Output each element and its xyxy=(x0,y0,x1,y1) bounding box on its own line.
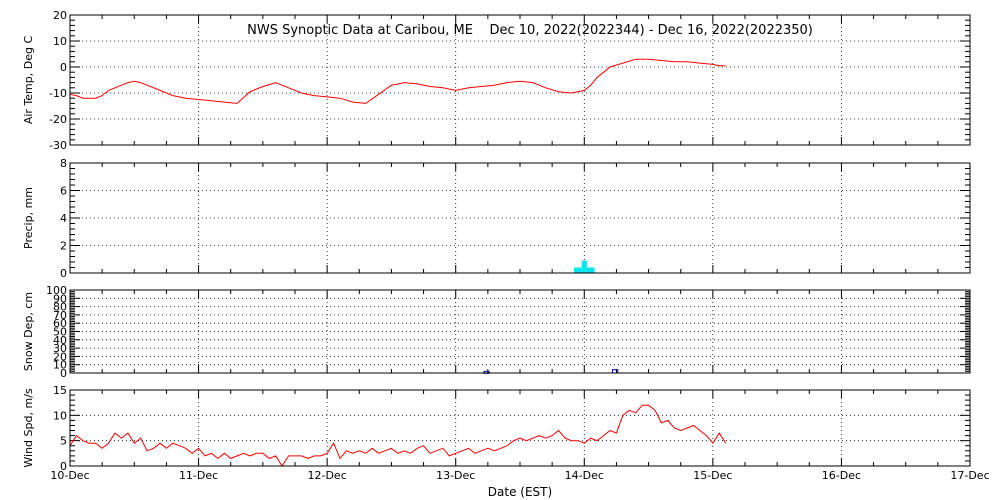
x-tick-label: 11-Dec xyxy=(179,469,218,482)
y-tick-label: 0 xyxy=(60,267,67,280)
bar xyxy=(586,267,595,273)
bar xyxy=(574,267,582,273)
y-tick-label: 4 xyxy=(60,212,67,225)
x-tick-labels: 10-Dec 11-Dec 12-Dec 13-Dec 14-Dec 15-Dec 16-D… xyxy=(50,469,989,482)
y-tick-label: 60 xyxy=(53,317,67,330)
y-tick-label: 20 xyxy=(53,9,67,22)
y-tick-label: 10 xyxy=(53,359,67,372)
y-tick-label: 30 xyxy=(53,342,67,355)
panel-frame xyxy=(69,162,971,274)
y-tick-label: 20 xyxy=(53,350,67,363)
y-axis-label: Air Temp, Deg C xyxy=(22,36,35,125)
y-tick-label: 2 xyxy=(60,240,67,253)
x-tick-label: 17-Dec xyxy=(950,469,989,482)
y-tick-label: 15 xyxy=(53,384,67,397)
y-tick-label: -10 xyxy=(49,87,67,100)
y-tick-label: 0 xyxy=(60,367,67,380)
y-axis-label: Precip, mm xyxy=(22,187,35,249)
x-axis-label: Date (EST) xyxy=(488,485,552,499)
bar xyxy=(581,260,587,273)
series-line xyxy=(69,404,727,467)
y-tick-label: 10 xyxy=(53,409,67,422)
y-tick-label: 50 xyxy=(53,326,67,339)
y-tick-label: -20 xyxy=(49,113,67,126)
y-tick-label: -30 xyxy=(49,139,67,152)
y-tick-label: 70 xyxy=(53,309,67,322)
panel-air-temp: -30 -20 -10 0 10 20 Air Temp, Deg C xyxy=(22,9,971,152)
x-tick-label: 15-Dec xyxy=(693,469,732,482)
x-tick-label: 14-Dec xyxy=(565,469,604,482)
y-axis-label: Snow Dep, cm xyxy=(22,292,35,371)
y-tick-label: 40 xyxy=(53,334,67,347)
y-tick-label: 80 xyxy=(53,301,67,314)
y-axis-label: Wind Spd, m/s xyxy=(22,388,35,468)
x-tick-label: 10-Dec xyxy=(50,469,89,482)
series-line xyxy=(69,58,726,104)
y-tick-label: 0 xyxy=(60,61,67,74)
panel-wind-speed: 0 5 10 15 Wind Spd, m/s xyxy=(22,384,971,473)
panel-frame xyxy=(69,289,971,374)
y-tick-label: 90 xyxy=(53,292,67,305)
y-tick-label: 5 xyxy=(60,435,67,448)
x-tick-label: 12-Dec xyxy=(308,469,347,482)
x-tick-label: 13-Dec xyxy=(436,469,475,482)
y-tick-label: 0 xyxy=(60,460,67,473)
y-tick-label: 8 xyxy=(60,157,67,170)
y-tick-label: 10 xyxy=(53,35,67,48)
panel-precip: 0 2 4 6 8 Precip, mm xyxy=(22,157,971,280)
panel-frame xyxy=(69,14,971,146)
panel-frame xyxy=(69,389,971,467)
y-tick-label: 100 xyxy=(46,284,67,297)
y-tick-label: 6 xyxy=(60,185,67,198)
x-tick-label: 16-Dec xyxy=(822,469,861,482)
chart-title: NWS Synoptic Data at Caribou, ME Dec 10,… xyxy=(247,23,813,38)
